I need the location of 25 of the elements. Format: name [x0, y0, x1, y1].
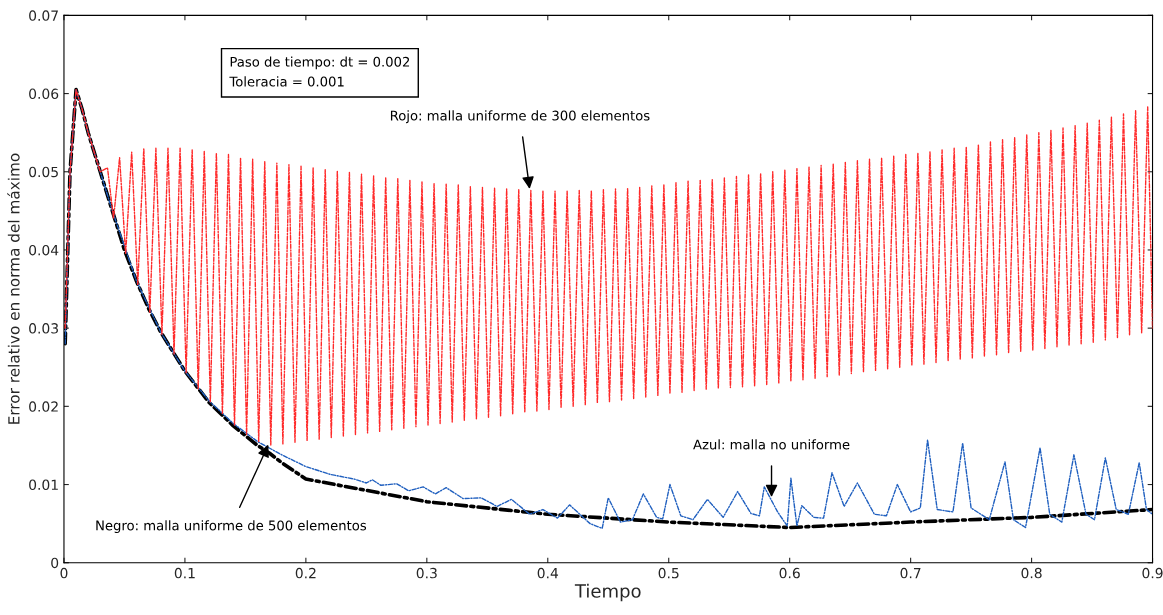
x-tick-label: 0.3	[416, 567, 437, 579]
y-tick-label: 0.05	[29, 166, 58, 178]
x-tick-label: 0.1	[174, 567, 195, 579]
x-tick-label: 0.5	[658, 567, 679, 579]
y-tick-label: 0.03	[29, 323, 58, 334]
x-tick-label: 0.8	[1021, 567, 1042, 579]
x-tick-label: 0	[60, 567, 68, 579]
x-tick-label: 0.2	[295, 567, 316, 579]
x-tick-label: 0.7	[900, 567, 921, 579]
annotation: Paso de tiempo: dt = 0.002	[230, 56, 410, 70]
annotation: Toleracia = 0.001	[229, 76, 344, 87]
y-axis-title: Error relativo en norma del máximo	[7, 153, 20, 424]
x-axis-title: Tiempo	[574, 583, 641, 602]
y-tick-label: 0.02	[29, 401, 58, 412]
y-tick-label: 0.01	[29, 479, 58, 491]
annotation: Negro: malla uniforme de 500 elementos	[96, 520, 367, 533]
x-tick-label: 0.6	[779, 567, 800, 579]
annotation: Azul: malla no uniforme	[693, 439, 850, 450]
annotation: Rojo: malla uniforme de 300 elementos	[390, 110, 650, 124]
x-tick-label: 0.4	[537, 567, 559, 579]
y-tick-label: 0.07	[29, 10, 58, 21]
y-tick-label: 0	[51, 557, 59, 569]
y-tick-label: 0.04	[29, 244, 59, 256]
y-tick-label: 0.06	[29, 88, 59, 100]
x-tick-label: 0.9	[1142, 567, 1163, 579]
